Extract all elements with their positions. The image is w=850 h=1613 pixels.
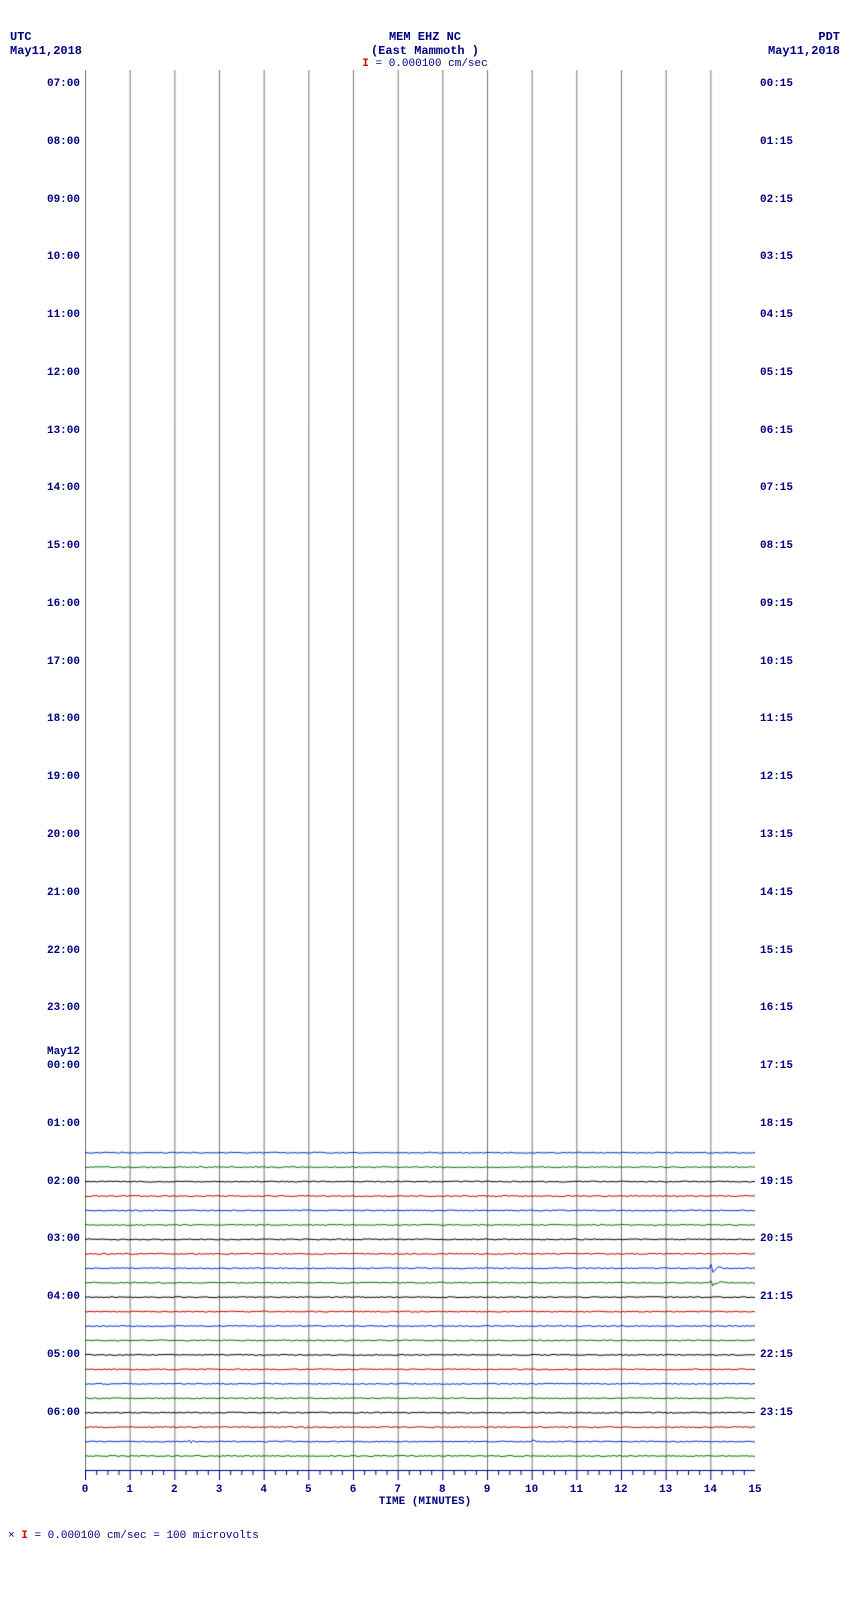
y-right-label: 14:15	[760, 887, 815, 899]
y-right-label: 08:15	[760, 540, 815, 552]
y-left-label: 16:00	[35, 598, 80, 610]
y-left-label: 14:00	[35, 482, 80, 494]
y-left-label: May12	[35, 1046, 80, 1058]
y-left-label: 02:00	[35, 1176, 80, 1188]
y-left-label: 07:00	[35, 78, 80, 90]
footer-marker-icon: ×	[8, 1530, 15, 1542]
x-tick-label: 4	[260, 1484, 267, 1496]
x-tick-label: 9	[484, 1484, 491, 1496]
y-left-label: 19:00	[35, 771, 80, 783]
y-left-label: 04:00	[35, 1291, 80, 1303]
y-right-label: 19:15	[760, 1176, 815, 1188]
x-axis: TIME (MINUTES) 0123456789101112131415	[35, 1470, 815, 1510]
x-tick-label: 10	[525, 1484, 538, 1496]
header-right: PDT May11,2018	[768, 30, 840, 70]
y-axis-right: 00:15 01:15 02:15 03:15 04:15 05:15 06:15 07:15…	[760, 70, 815, 1470]
y-right-label: 01:15	[760, 136, 815, 148]
y-right-label: 07:15	[760, 482, 815, 494]
x-tick-label: 5	[305, 1484, 312, 1496]
y-left-label: 22:00	[35, 945, 80, 957]
y-right-label: 17:15	[760, 1060, 815, 1072]
y-right-label: 13:15	[760, 829, 815, 841]
scale-value: = 0.000100 cm/sec	[376, 58, 488, 70]
y-right-label: 16:15	[760, 1002, 815, 1014]
y-left-label: 17:00	[35, 656, 80, 668]
x-axis-title: TIME (MINUTES)	[379, 1496, 471, 1508]
y-right-label: 23:15	[760, 1407, 815, 1419]
footer-text: = 0.000100 cm/sec = 100 microvolts	[34, 1530, 258, 1542]
y-right-label: 02:15	[760, 194, 815, 206]
plot-area: 07:00 08:00 09:00 10:00 11:00 12:00 13:00 14:00…	[35, 70, 815, 1470]
footer-scale: × I = 0.000100 cm/sec = 100 microvolts	[0, 1510, 850, 1552]
y-left-label: 05:00	[35, 1349, 80, 1361]
y-right-label: 22:15	[760, 1349, 815, 1361]
x-tick-label: 11	[570, 1484, 583, 1496]
y-right-label: 15:15	[760, 945, 815, 957]
scale-bar-icon: I	[362, 58, 369, 70]
x-tick-label: 0	[82, 1484, 89, 1496]
y-left-label: 23:00	[35, 1002, 80, 1014]
y-right-label: 09:15	[760, 598, 815, 610]
scale-label: I = 0.000100 cm/sec	[362, 58, 487, 70]
y-left-label: 11:00	[35, 309, 80, 321]
x-tick-label: 2	[171, 1484, 178, 1496]
y-left-label: 03:00	[35, 1233, 80, 1245]
y-left-label: 10:00	[35, 251, 80, 263]
station-location: (East Mammoth )	[362, 44, 487, 58]
tz-right: PDT	[768, 30, 840, 44]
date-left: May11,2018	[10, 44, 82, 58]
y-left-label: 21:00	[35, 887, 80, 899]
x-tick-label: 12	[614, 1484, 627, 1496]
y-right-label: 10:15	[760, 656, 815, 668]
x-tick-label: 14	[704, 1484, 717, 1496]
header-left: UTC May11,2018	[10, 30, 82, 70]
x-tick-label: 8	[439, 1484, 446, 1496]
x-tick-label: 6	[350, 1484, 357, 1496]
x-tick-label: 3	[216, 1484, 223, 1496]
date-right: May11,2018	[768, 44, 840, 58]
y-right-label: 03:15	[760, 251, 815, 263]
y-left-label: 20:00	[35, 829, 80, 841]
y-right-label: 04:15	[760, 309, 815, 321]
y-right-label: 20:15	[760, 1233, 815, 1245]
x-tick-label: 13	[659, 1484, 672, 1496]
y-right-label: 00:15	[760, 78, 815, 90]
seismogram-page: UTC May11,2018 MEM EHZ NC (East Mammoth …	[0, 0, 850, 1552]
y-left-label: 08:00	[35, 136, 80, 148]
y-right-label: 18:15	[760, 1118, 815, 1130]
y-right-label: 11:15	[760, 713, 815, 725]
y-right-label: 06:15	[760, 425, 815, 437]
y-right-label: 12:15	[760, 771, 815, 783]
x-tick-label: 1	[126, 1484, 133, 1496]
footer-bar-icon: I	[21, 1530, 28, 1542]
y-left-label: 00:00	[35, 1060, 80, 1072]
y-left-label: 09:00	[35, 194, 80, 206]
y-left-label: 13:00	[35, 425, 80, 437]
seismogram-canvas	[85, 70, 755, 1500]
x-tick-label: 15	[748, 1484, 761, 1496]
y-right-label: 05:15	[760, 367, 815, 379]
x-tick-label: 7	[394, 1484, 401, 1496]
tz-left: UTC	[10, 30, 82, 44]
y-left-label: 15:00	[35, 540, 80, 552]
y-left-label: 01:00	[35, 1118, 80, 1130]
station-code: MEM EHZ NC	[362, 30, 487, 44]
y-left-label: 12:00	[35, 367, 80, 379]
header-center: MEM EHZ NC (East Mammoth ) I = 0.000100 …	[362, 30, 487, 70]
y-right-label: 21:15	[760, 1291, 815, 1303]
y-left-label: 18:00	[35, 713, 80, 725]
seismogram-canvas-wrap	[85, 70, 755, 1470]
y-axis-left: 07:00 08:00 09:00 10:00 11:00 12:00 13:00 14:00…	[35, 70, 80, 1470]
header: UTC May11,2018 MEM EHZ NC (East Mammoth …	[0, 0, 850, 70]
y-left-label: 06:00	[35, 1407, 80, 1419]
